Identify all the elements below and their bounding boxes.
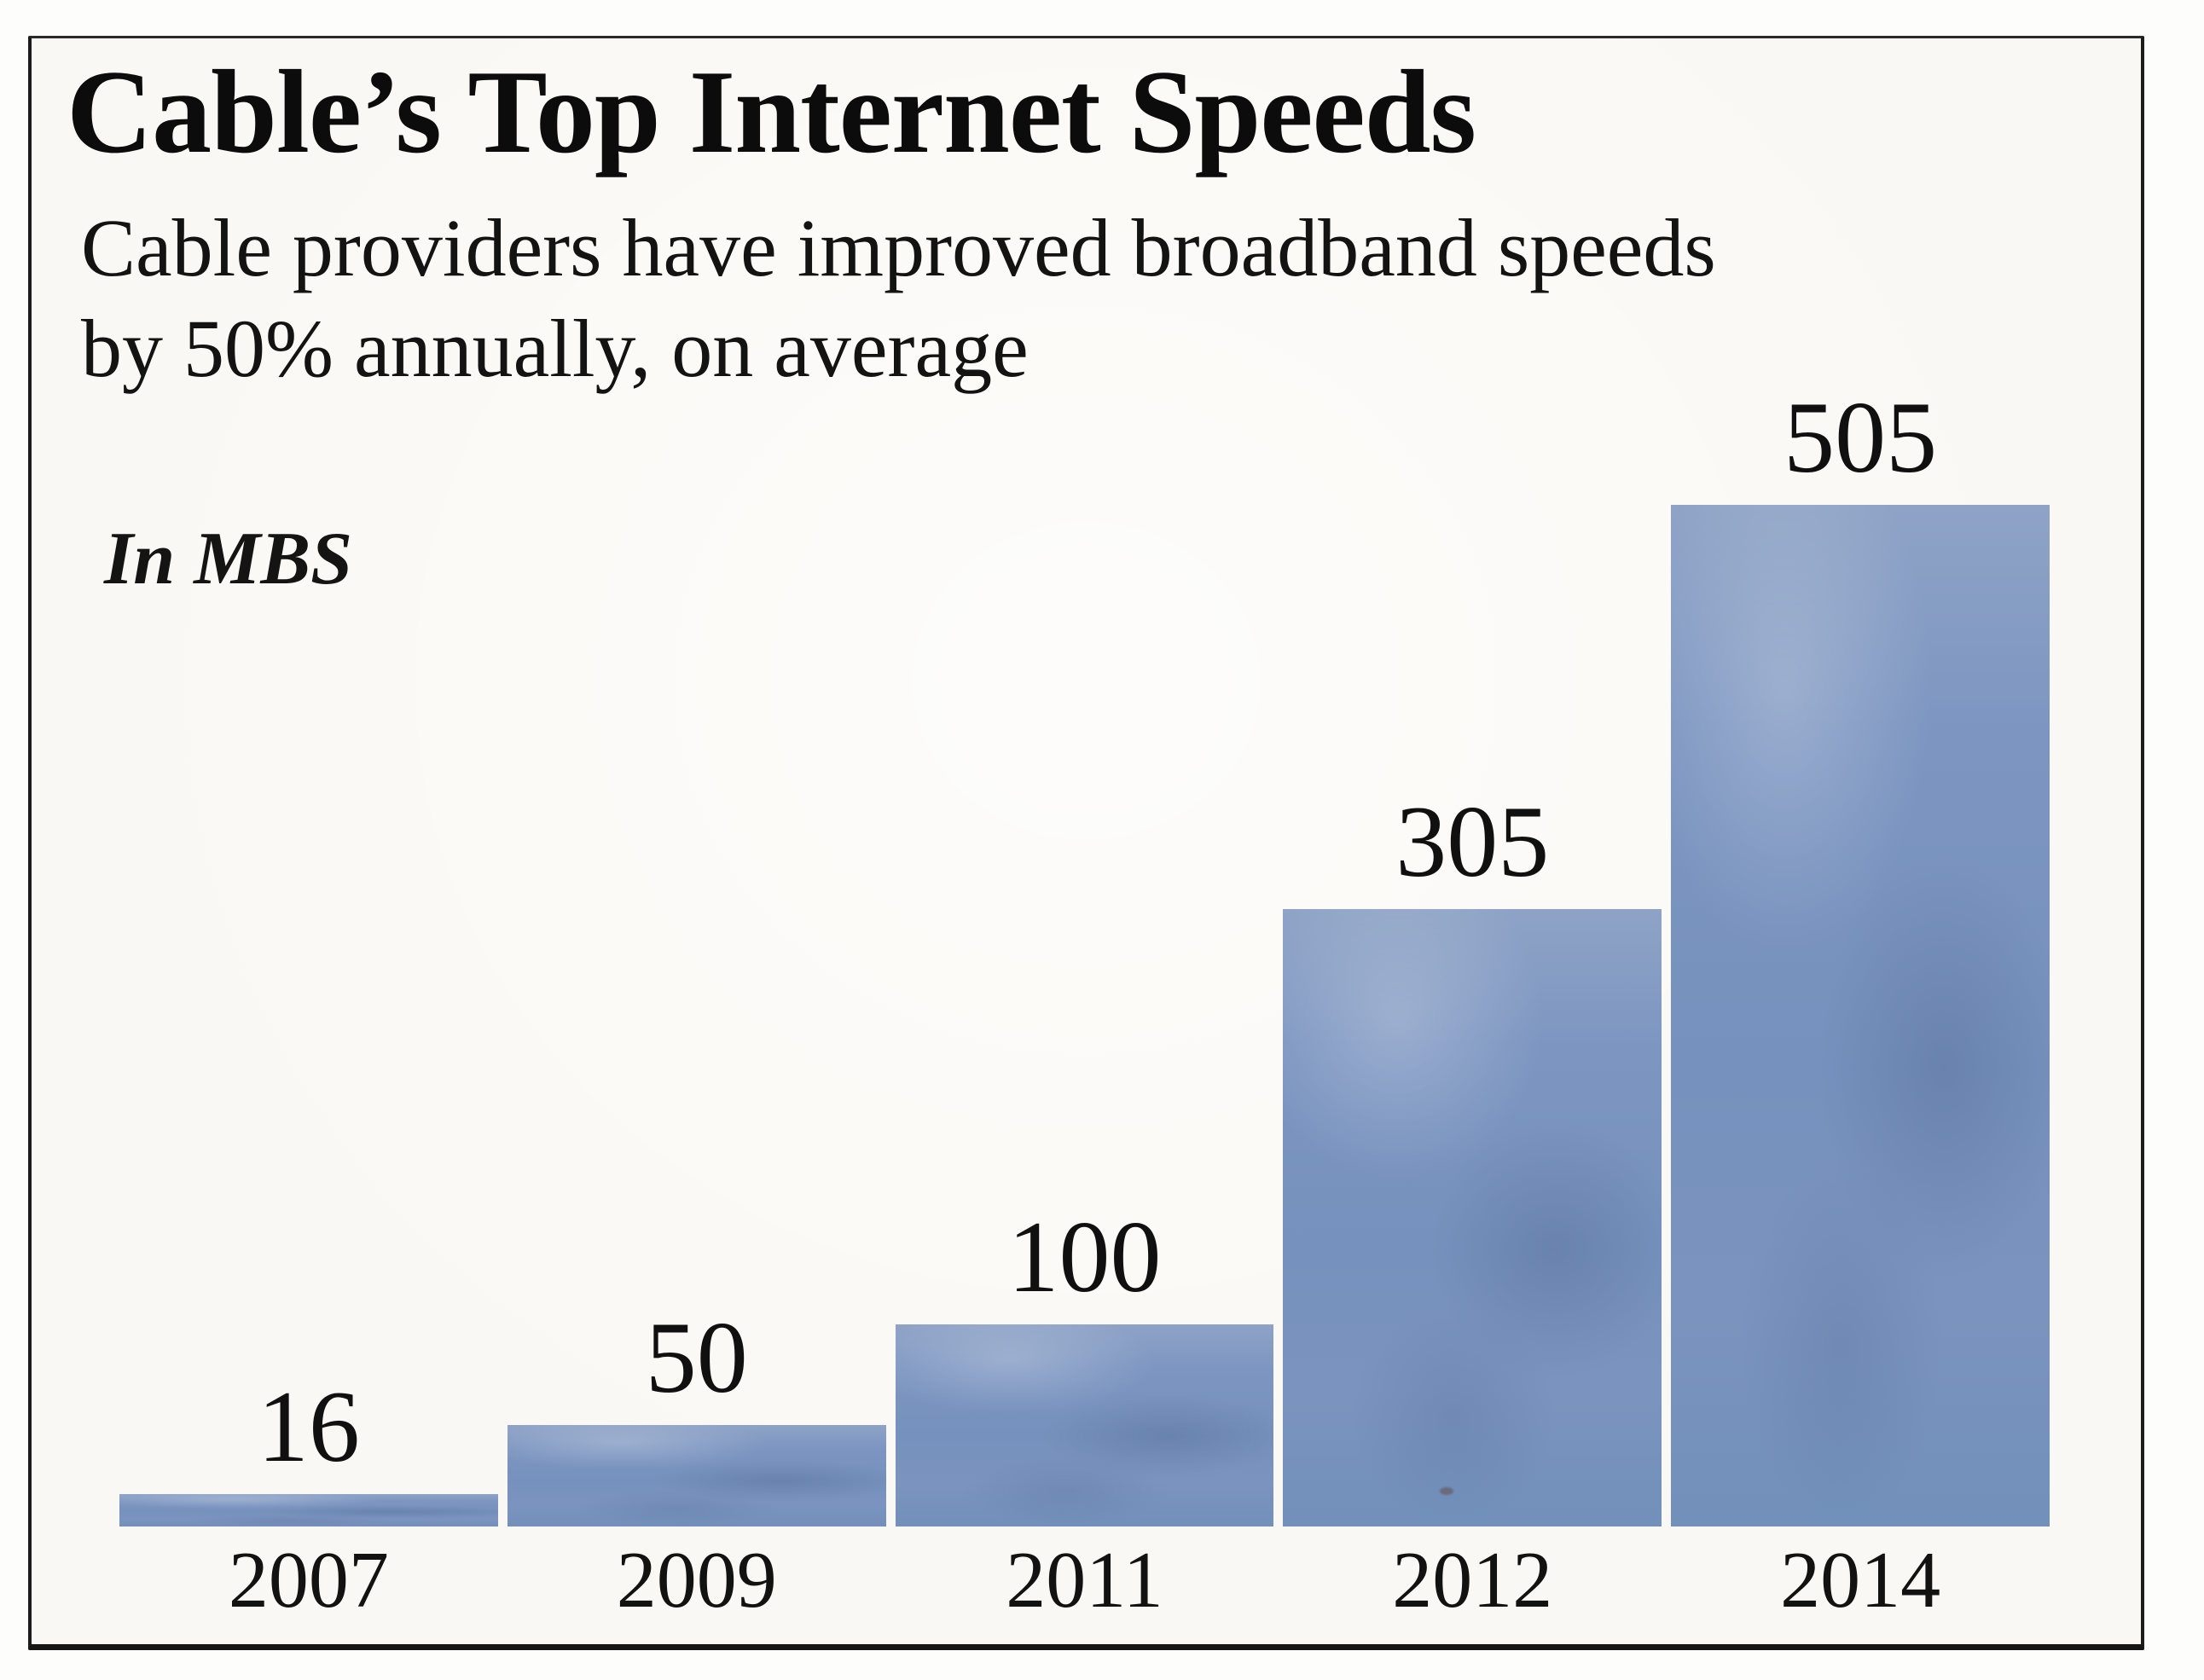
unit-label: In MBS <box>104 518 353 600</box>
bar-value-label: 505 <box>1784 380 1938 494</box>
chart-subtitle: Cable providers have improved broadband … <box>81 198 1716 399</box>
bar-value-label: 16 <box>257 1370 360 1483</box>
chart-subtitle-line-2: by 50% annually, on average <box>81 303 1029 394</box>
bar-column-2014: 505 <box>1671 382 2050 1526</box>
chart-title: Cable’s Top Internet Speeds <box>67 46 1476 178</box>
bar-2012 <box>1283 909 1662 1526</box>
bar-column-2011: 100 <box>895 1200 1274 1526</box>
chart-subtitle-line-1: Cable providers have improved broadband … <box>81 202 1716 293</box>
bar-column-2007: 16 <box>119 1371 498 1526</box>
x-axis-label-2011: 2011 <box>1006 1536 1163 1625</box>
bar-2007 <box>119 1494 498 1526</box>
bar-value-label: 100 <box>1007 1200 1162 1313</box>
bar-value-label: 305 <box>1395 785 1550 898</box>
bar-column-2009: 50 <box>507 1301 886 1526</box>
bar-value-label: 50 <box>645 1301 748 1414</box>
x-axis-label-2014: 2014 <box>1780 1536 1941 1625</box>
bar-2011 <box>895 1324 1274 1526</box>
bar-column-2012: 305 <box>1283 786 1662 1526</box>
bar-2014 <box>1671 505 2050 1526</box>
x-axis: 2007 2009 2011 2012 2014 <box>119 1538 2050 1623</box>
x-axis-label-2007: 2007 <box>228 1536 389 1625</box>
bar-2009 <box>507 1425 886 1526</box>
scan-speck <box>1440 1487 1453 1495</box>
x-axis-label-2009: 2009 <box>616 1536 777 1625</box>
plot-area: 16 50 100 305 505 <box>119 341 2050 1526</box>
x-axis-label-2012: 2012 <box>1392 1536 1553 1625</box>
